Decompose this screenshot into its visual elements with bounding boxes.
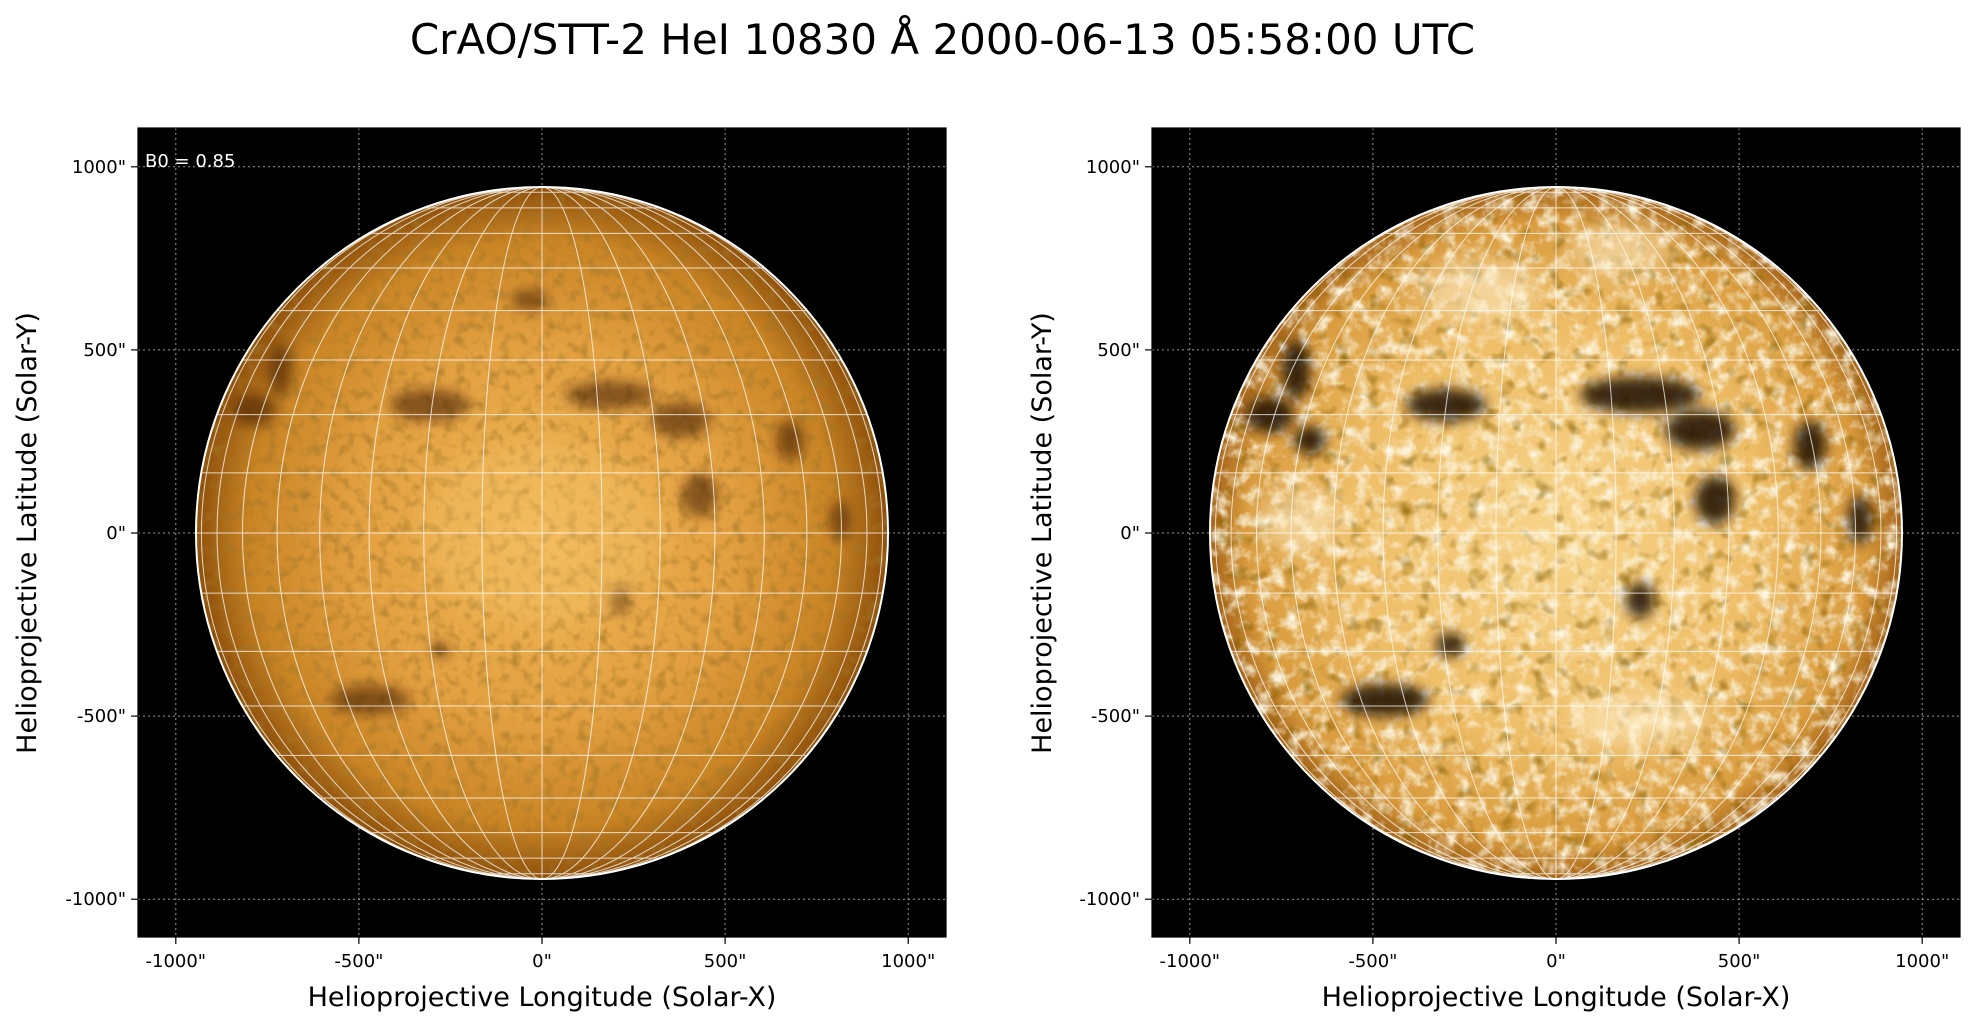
- y-tick-label: -500": [1091, 706, 1140, 727]
- longitude-line: [541, 187, 716, 879]
- longitude-line: [1214, 187, 1557, 879]
- longitude-line: [1437, 187, 1557, 879]
- x-tick-label: 0": [532, 951, 552, 972]
- solar-disk: [195, 186, 889, 880]
- longitude-line: [481, 187, 543, 879]
- longitude-line: [1555, 187, 1898, 879]
- longitude-line: [541, 187, 843, 879]
- x-tick-label: 0": [1546, 951, 1566, 972]
- x-tick-label: -500": [1348, 951, 1397, 972]
- x-tick-label: 500": [704, 951, 747, 972]
- longitude-line: [241, 187, 543, 879]
- panel-left: B0 = 0.85 -1000" 1000" -500" 500" 0" 0" 500" -5…: [12, 127, 947, 1013]
- longitude-line: [276, 187, 543, 879]
- axis-ticks: -1000" 1000" -500" 500" 0" 0" 500" -500" 1000" -1…: [1079, 157, 1949, 972]
- longitude-line: [1495, 187, 1557, 879]
- longitude-line: [1290, 187, 1557, 879]
- dark-filaments: [233, 290, 850, 714]
- y-tick-label: -1000": [1079, 889, 1140, 910]
- longitude-line: [1555, 187, 1675, 879]
- longitude-line: [1555, 187, 1822, 879]
- longitude-line: [1255, 187, 1557, 879]
- longitude-line: [216, 187, 543, 879]
- axis-ticks: -1000" 1000" -500" 500" 0" 0" 500" -500" 1000" -1…: [65, 157, 935, 972]
- x-tick-label: 1000": [1895, 951, 1949, 972]
- longitude-line: [541, 187, 884, 879]
- longitude-line: [1555, 187, 1730, 879]
- y-tick-label: 1000": [72, 157, 126, 178]
- heliographic-grid: [196, 187, 888, 879]
- b0-annotation: B0 = 0.85: [145, 151, 235, 172]
- longitude-line: [541, 187, 603, 879]
- y-axis-label: Helioprojective Latitude (Solar-Y): [12, 312, 43, 754]
- longitude-line: [1555, 187, 1857, 879]
- y-tick-label: 0": [1120, 523, 1140, 544]
- longitude-line: [1555, 187, 1617, 879]
- x-tick-label: -500": [334, 951, 383, 972]
- longitude-line: [541, 187, 661, 879]
- x-axis-label: Helioprojective Longitude (Solar-X): [1322, 982, 1791, 1013]
- y-tick-label: 500": [83, 340, 126, 361]
- y-tick-label: -1000": [65, 889, 126, 910]
- longitude-line: [1230, 187, 1557, 879]
- x-tick-label: -1000": [146, 951, 207, 972]
- longitude-line: [200, 187, 543, 879]
- longitude-line: [319, 187, 543, 879]
- y-tick-label: 0": [106, 523, 126, 544]
- x-tick-label: 500": [1718, 951, 1761, 972]
- figure-title: CrAO/STT-2 HeI 10830 Å 2000-06-13 05:58:…: [409, 15, 1476, 64]
- y-tick-label: 1000": [1086, 157, 1140, 178]
- longitude-line: [368, 187, 543, 879]
- longitude-line: [541, 187, 765, 879]
- longitude-line: [423, 187, 543, 879]
- longitude-line: [1382, 187, 1557, 879]
- y-axis-label: Helioprojective Latitude (Solar-Y): [1027, 312, 1058, 754]
- longitude-line: [541, 187, 868, 879]
- heliographic-grid: [1210, 187, 1902, 879]
- bright-regions: [1260, 225, 1710, 745]
- y-tick-label: -500": [77, 706, 126, 727]
- longitude-line: [541, 187, 808, 879]
- x-tick-label: -1000": [1160, 951, 1221, 972]
- solar-disk: [1209, 186, 1903, 880]
- longitude-line: [1333, 187, 1557, 879]
- longitude-line: [1555, 187, 1779, 879]
- panel-right: -1000" 1000" -500" 500" 0" 0" 500" -500" 1000" -1…: [1027, 127, 1961, 1013]
- y-tick-label: 500": [1097, 340, 1140, 361]
- longitude-line: [1555, 187, 1882, 879]
- x-tick-label: 1000": [881, 951, 935, 972]
- x-axis-label: Helioprojective Longitude (Solar-X): [308, 982, 777, 1013]
